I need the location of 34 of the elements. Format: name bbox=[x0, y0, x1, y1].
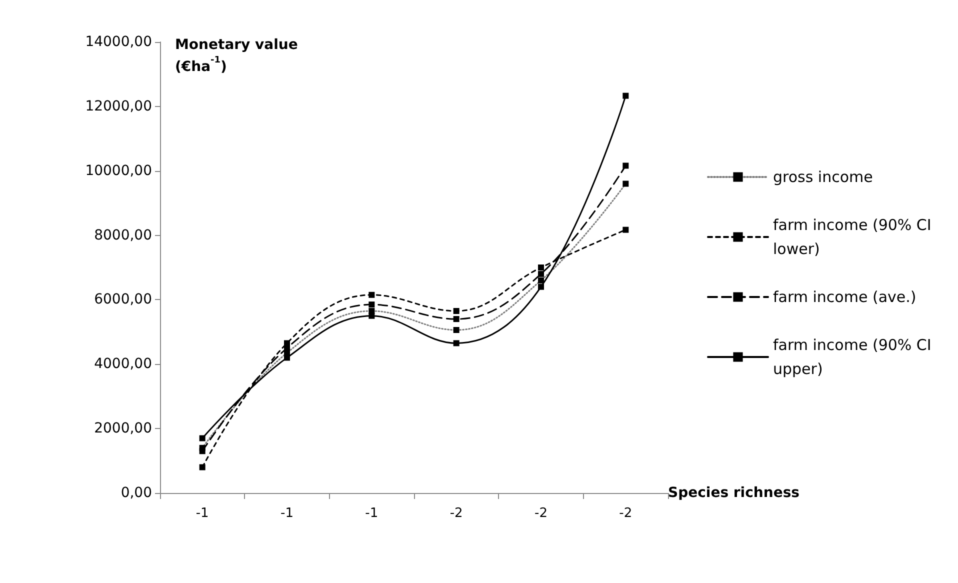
y-tick-label: 12000,00 bbox=[85, 98, 152, 114]
x-tick-label: -2 bbox=[534, 506, 548, 521]
x-axis-title: Species richness bbox=[668, 485, 800, 501]
point bbox=[368, 312, 375, 319]
point bbox=[368, 302, 375, 308]
y-tick-label: 4000,00 bbox=[94, 356, 152, 372]
y-tick-label: 8000,00 bbox=[94, 227, 152, 244]
x-tick-label: -1 bbox=[365, 506, 378, 521]
point bbox=[453, 308, 460, 314]
x-tick-label: -2 bbox=[619, 506, 632, 521]
y-tick-label: 10000,00 bbox=[85, 162, 152, 179]
y-tick-label: 2000,00 bbox=[94, 420, 152, 437]
x-tick-label: -1 bbox=[196, 506, 209, 521]
y-tick-label: 14000,00 bbox=[85, 34, 152, 50]
point bbox=[538, 270, 544, 277]
point bbox=[368, 292, 375, 298]
point bbox=[199, 448, 206, 454]
legend-label: farm income (90% CI lower) bbox=[773, 216, 936, 258]
point bbox=[453, 340, 460, 346]
point bbox=[199, 435, 206, 442]
legend-label: farm income (90% CI upper) bbox=[773, 336, 936, 378]
point bbox=[538, 284, 544, 290]
legend-label: gross income bbox=[773, 168, 873, 186]
point bbox=[199, 464, 206, 470]
point bbox=[622, 226, 629, 233]
point bbox=[622, 162, 629, 169]
y-tick-label: 6000,00 bbox=[94, 292, 152, 308]
x-tick-label: -2 bbox=[450, 506, 463, 521]
point bbox=[453, 316, 460, 322]
point bbox=[622, 92, 629, 99]
legend-label: farm income (ave.) bbox=[773, 288, 916, 306]
point bbox=[538, 264, 544, 270]
x-tick-label: -1 bbox=[280, 506, 294, 521]
y-tick-label: 0,00 bbox=[120, 485, 152, 501]
